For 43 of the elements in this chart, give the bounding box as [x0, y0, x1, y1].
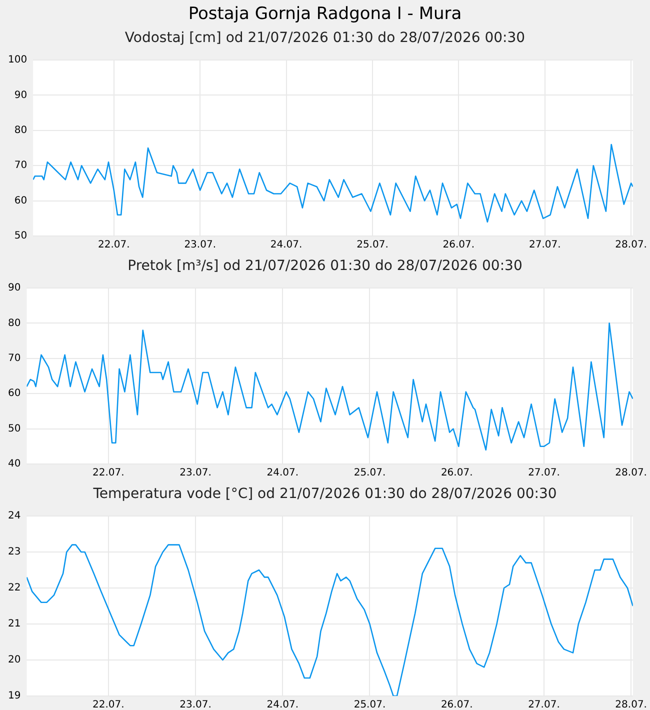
x-tick-label: 28.07.: [615, 700, 647, 710]
y-tick-label: 80: [8, 318, 21, 329]
y-tick-label: 70: [8, 352, 21, 364]
x-tick-label: 22.07.: [92, 700, 124, 710]
y-tick-label: 50: [14, 230, 28, 242]
x-tick-label: 25.07.: [356, 240, 388, 251]
x-tick-label: 28.07.: [615, 240, 647, 251]
chart-title: Temperatura vode [°C] od 21/07/2026 01:30 do 28/07/2026 00:30: [92, 485, 558, 504]
chart-subtitle: Vodostaj [cm] od 21/07/2026 01:30 do 28/07/2026 00:30: [124, 29, 526, 48]
chart-title: Pretok [m³/s] od 21/07/2026 01:30 do 28/07/2026 00:30: [126, 257, 524, 276]
y-tick-label: 21: [8, 618, 21, 630]
x-tick-label: 26.07.: [440, 700, 473, 710]
x-tick-label: 27.07.: [528, 700, 560, 710]
y-tick-label: 24: [8, 510, 21, 522]
y-tick-label: 23: [8, 546, 21, 558]
x-tick-label: 26.07.: [442, 240, 475, 251]
x-tick-label: 27.07.: [528, 468, 560, 479]
x-tick-label: 23.07.: [180, 700, 212, 710]
y-tick-label: 22: [8, 582, 21, 594]
x-tick-label: 23.07.: [180, 468, 212, 479]
x-tick-label: 24.07.: [266, 468, 299, 479]
x-tick-label: 24.07.: [270, 240, 302, 251]
y-tick-label: 60: [14, 195, 28, 206]
y-tick-label: 90: [8, 282, 21, 294]
x-tick-label: 25.07.: [354, 468, 386, 479]
y-tick-label: 19: [8, 690, 21, 702]
y-tick-label: 40: [8, 458, 21, 470]
x-tick-label: 24.07.: [266, 700, 299, 710]
y-tick-label: 20: [8, 654, 21, 666]
x-tick-label: 28.07.: [615, 468, 647, 479]
y-tick-label: 100: [8, 54, 28, 66]
y-tick-label: 80: [14, 124, 28, 136]
x-tick-label: 26.07.: [440, 468, 473, 479]
x-tick-label: 23.07.: [184, 240, 216, 251]
x-tick-label: 27.07.: [528, 240, 561, 251]
x-tick-label: 22.07.: [98, 240, 130, 251]
x-tick-label: 25.07.: [354, 700, 386, 710]
y-tick-label: 70: [14, 160, 28, 172]
chart-title: Postaja Gornja Radgona I - Mura: [187, 3, 463, 26]
y-tick-label: 60: [8, 388, 21, 400]
x-tick-label: 22.07.: [92, 468, 124, 479]
y-tick-label: 90: [14, 90, 28, 101]
y-tick-label: 50: [8, 423, 21, 434]
